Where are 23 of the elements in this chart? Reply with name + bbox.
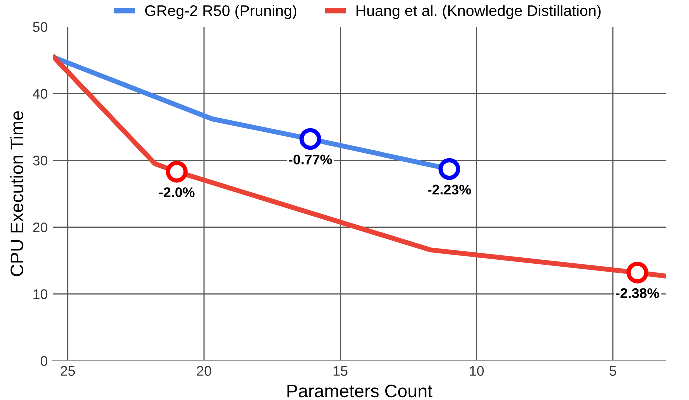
annotation: -2.38% bbox=[616, 288, 660, 298]
x-tick-label: 25 bbox=[60, 366, 76, 376]
annotation: -2.0% bbox=[159, 188, 195, 198]
y-tick-label: 50 bbox=[33, 22, 48, 32]
point bbox=[166, 161, 188, 183]
annotation: -0.77% bbox=[289, 154, 332, 165]
x-axis-title: Parameters Count bbox=[288, 384, 433, 398]
y-tick-label: 30 bbox=[33, 156, 48, 166]
point bbox=[626, 262, 649, 284]
y-tick-label: 40 bbox=[33, 89, 48, 99]
x-tick-label: 5 bbox=[610, 366, 616, 376]
y-axis-title: CPU Execution Time bbox=[10, 112, 24, 276]
annotation: -2.23% bbox=[428, 184, 472, 195]
point bbox=[300, 128, 322, 150]
y-tick-label: 20 bbox=[33, 222, 48, 233]
point bbox=[438, 158, 460, 180]
y-tick-label: 0 bbox=[40, 356, 48, 366]
x-tick-label: 10 bbox=[470, 366, 484, 376]
x-tick-label: 20 bbox=[197, 366, 212, 376]
legend-label: Huang et al. (Knowledge Distillation) bbox=[356, 5, 601, 20]
legend-label: GReg-2 R50 (Pruning) bbox=[145, 5, 297, 20]
y-tick-label: 10 bbox=[34, 290, 48, 300]
x-tick-label: 15 bbox=[334, 366, 348, 376]
